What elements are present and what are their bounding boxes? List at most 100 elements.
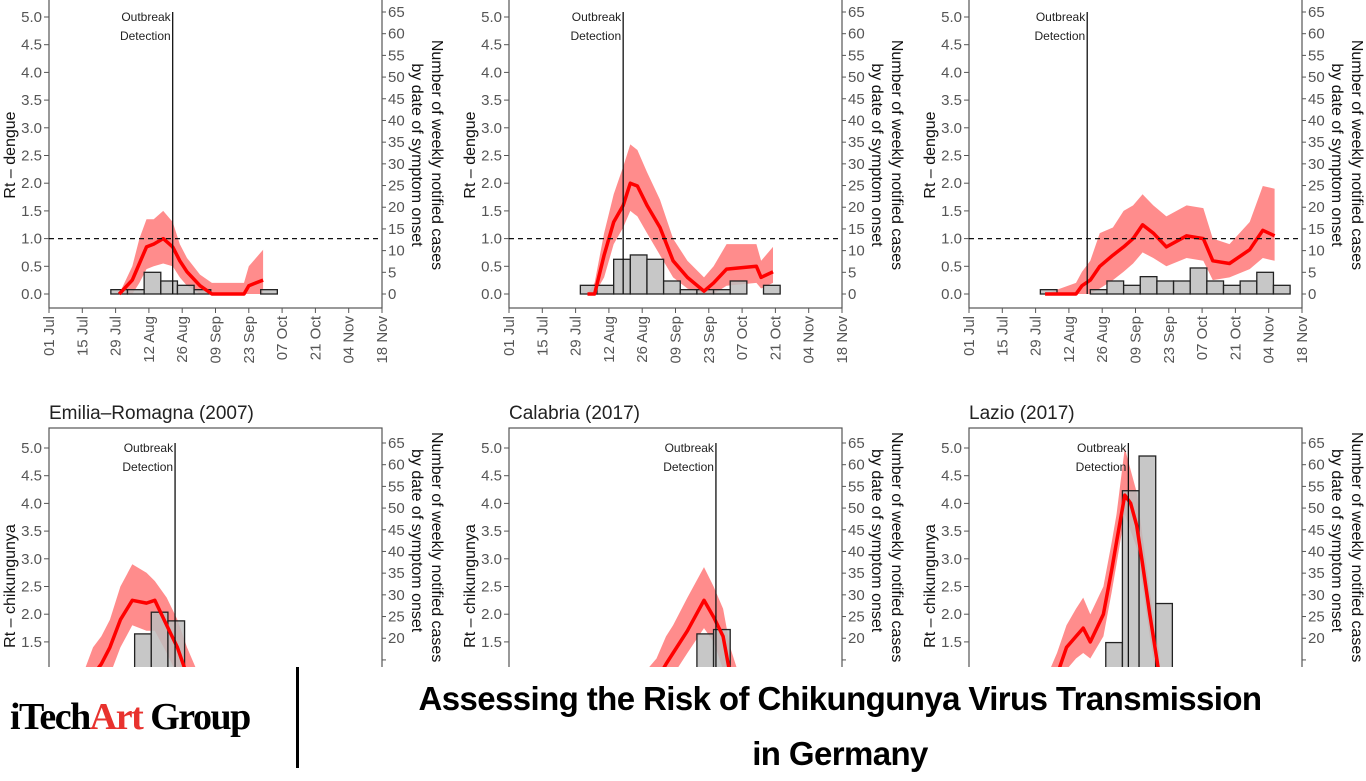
y2-tick-label: 25 [848, 609, 865, 626]
outbreak-detection-label: Outbreak [1036, 10, 1086, 24]
x-tick-label: 29 Jul [568, 316, 585, 356]
y2-tick-label: 45 [388, 91, 405, 108]
y2-tick-label: 40 [388, 112, 405, 129]
y2-tick-label: 20 [848, 199, 865, 216]
y-tick-label: 4.5 [21, 468, 42, 485]
y-tick-label: 4.5 [21, 37, 42, 54]
y2-axis-label-line-1: Number of weekly notified cases [1348, 432, 1365, 662]
y2-axis-label-line-2: by date of symptom onset [408, 449, 425, 633]
y2-tick-label: 65 [848, 4, 865, 21]
y-tick-label: 4.0 [481, 495, 502, 512]
weekly-cases-bar [729, 280, 748, 295]
y-tick-label: 0.0 [481, 286, 502, 303]
outbreak-detection-label: Detection [1076, 460, 1127, 474]
y-tick-label: 3.5 [481, 92, 502, 109]
y2-tick-label: 30 [1308, 587, 1325, 604]
x-tick-label: 26 Aug [634, 316, 651, 363]
y-tick-label: 2.0 [21, 175, 42, 192]
weekly-cases-bar [596, 284, 615, 295]
y2-tick-label: 20 [1308, 199, 1325, 216]
y-tick-label: 1.0 [21, 231, 42, 248]
y-tick-label: 1.0 [481, 231, 502, 248]
outbreak-detection-label: Detection [570, 29, 621, 43]
y2-tick-label: 35 [388, 565, 405, 582]
y2-tick-label: 50 [388, 69, 405, 86]
weekly-cases-bar [1139, 275, 1158, 295]
weekly-cases-bar [126, 289, 145, 295]
y2-axis-label-line-2: by date of symptom onset [868, 63, 885, 247]
x-tick-label: 12 Aug [601, 316, 618, 363]
y-tick-label: 0.5 [481, 258, 502, 275]
x-tick-label: 12 Aug [1061, 316, 1078, 363]
y2-tick-label: 15 [388, 221, 405, 238]
y2-tick-label: 45 [1308, 91, 1325, 108]
y2-tick-label: 15 [1308, 221, 1325, 238]
y2-tick-label: 10 [388, 243, 405, 260]
y-axis-label: Rt – dengue [922, 111, 939, 198]
weekly-cases-bar [1156, 280, 1175, 295]
x-tick-label: 26 Aug [1094, 316, 1111, 363]
y-tick-label: 0.5 [21, 258, 42, 275]
panel-title: Lazio (2017) [969, 403, 1075, 424]
y2-tick-label: 60 [848, 457, 865, 474]
weekly-cases-bar [712, 289, 731, 295]
y2-axis-label-line-2: by date of symptom onset [1328, 63, 1345, 247]
x-tick-label: 07 Oct [1194, 315, 1211, 360]
y-tick-label: 1.5 [21, 634, 42, 651]
y2-tick-label: 20 [388, 630, 405, 647]
y-tick-label: 0.0 [941, 286, 962, 303]
weekly-cases-bar [1222, 284, 1241, 295]
y-tick-label: 3.0 [21, 120, 42, 137]
y-tick-label: 2.5 [481, 579, 502, 596]
x-tick-label: 15 Jul [534, 316, 551, 356]
panel-title: Emilia–Romagna (2007) [49, 403, 254, 424]
x-tick-label: 26 Aug [174, 316, 191, 363]
y2-tick-label: 0 [388, 286, 396, 303]
y2-tick-label: 30 [848, 587, 865, 604]
y-tick-label: 3.0 [941, 120, 962, 137]
y-axis-label: Rt – chikungunya [462, 524, 479, 648]
y-tick-label: 1.5 [941, 634, 962, 651]
article-banner: iTechArt Group Assessing the Risk of Chi… [0, 667, 1366, 772]
plot-frame [48, 0, 383, 309]
x-tick-label: 21 Oct [307, 315, 324, 360]
x-tick-label: 15 Jul [74, 316, 91, 356]
y-tick-label: 4.5 [941, 468, 962, 485]
y2-tick-label: 65 [1308, 4, 1325, 21]
y-axis-label: Rt – chikungunya [2, 524, 19, 648]
y2-axis-label-line-1: Number of weekly notified cases [888, 432, 905, 662]
y-tick-label: 4.0 [941, 495, 962, 512]
y-tick-label: 5.0 [481, 9, 502, 26]
y2-tick-label: 35 [848, 134, 865, 151]
y2-tick-label: 50 [848, 500, 865, 517]
x-tick-label: 07 Oct [274, 315, 291, 360]
weekly-cases-bar [1172, 280, 1191, 295]
y2-tick-label: 10 [1308, 243, 1325, 260]
y-tick-label: 5.0 [481, 440, 502, 457]
y-tick-label: 3.0 [481, 551, 502, 568]
y-tick-label: 4.0 [941, 64, 962, 81]
y-tick-label: 2.5 [941, 579, 962, 596]
weekly-cases-bar [1206, 280, 1225, 295]
outbreak-detection-label: Outbreak [1077, 441, 1127, 455]
y-tick-label: 4.5 [481, 37, 502, 54]
y2-tick-label: 5 [388, 264, 396, 281]
y-tick-label: 3.5 [941, 92, 962, 109]
rt-estimate-line [83, 598, 199, 698]
y-tick-label: 3.5 [481, 523, 502, 540]
weekly-cases-bar [762, 284, 781, 295]
y2-tick-label: 55 [848, 478, 865, 495]
weekly-cases-bar [1089, 289, 1108, 295]
weekly-cases-bar [160, 280, 179, 295]
x-tick-label: 01 Jul [501, 316, 518, 356]
weekly-cases-bar [662, 280, 681, 295]
y-tick-label: 4.0 [21, 495, 42, 512]
y2-tick-label: 40 [848, 543, 865, 560]
weekly-cases-bar [1239, 280, 1258, 295]
y-tick-label: 3.5 [941, 523, 962, 540]
y2-tick-label: 60 [388, 26, 405, 43]
y2-tick-label: 60 [1308, 26, 1325, 43]
y-tick-label: 2.0 [21, 606, 42, 623]
y-tick-label: 2.0 [941, 606, 962, 623]
rt-confidence-ribbon [84, 564, 197, 714]
